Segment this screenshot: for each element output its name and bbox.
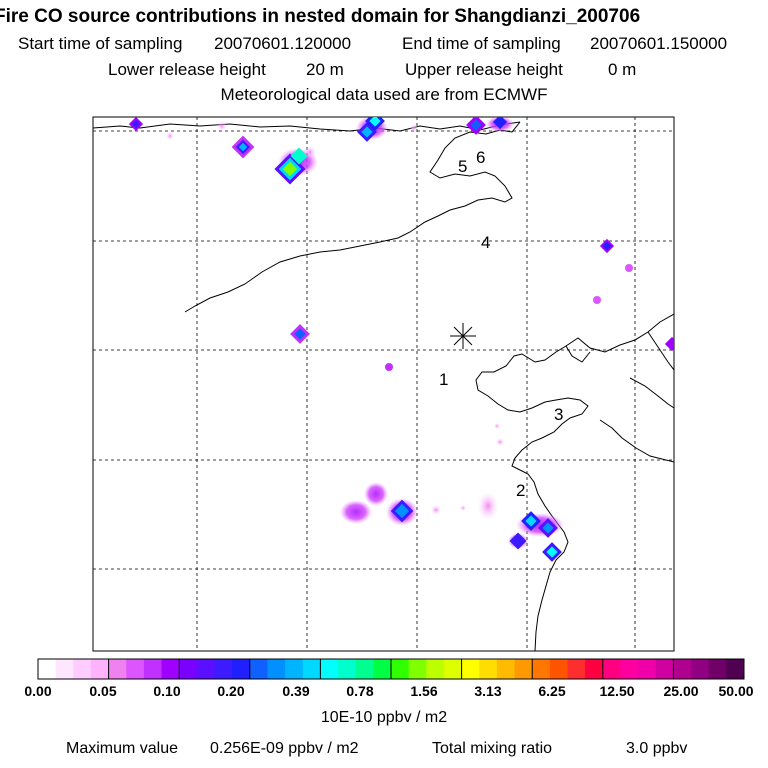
legend-tick: 0.10 <box>153 683 181 699</box>
start-time-label: Start time of sampling <box>18 34 183 53</box>
legend-swatch <box>249 659 268 679</box>
legend-swatch <box>549 659 568 679</box>
end-time-value: 20070601.150000 <box>590 34 728 53</box>
legend-tick: 25.00 <box>663 683 699 699</box>
legend-swatch <box>90 659 109 679</box>
lower-release-value: 20 m <box>306 60 344 79</box>
legend-swatch <box>126 659 145 679</box>
start-time-value: 20070601.120000 <box>214 34 352 53</box>
max-value-label: Maximum value <box>66 740 179 757</box>
legend-tick: 6.25 <box>538 683 566 699</box>
legend-swatch <box>461 659 480 679</box>
legend-swatch <box>391 659 410 679</box>
lat-lon-grid <box>93 117 674 651</box>
legend-swatch <box>708 659 727 679</box>
legend-swatch <box>691 659 710 679</box>
site-label-3: 3 <box>554 405 563 424</box>
upper-release-value: 0 m <box>608 60 637 79</box>
legend-unit: 10E-10 ppbv / m2 <box>320 709 448 726</box>
legend-swatch <box>514 659 533 679</box>
legend-tick: 0.39 <box>282 683 310 699</box>
end-time-label: End time of sampling <box>402 34 561 53</box>
legend-tick: 12.50 <box>599 683 635 699</box>
site-label-4: 4 <box>481 233 490 252</box>
legend-swatch <box>638 659 657 679</box>
legend-swatch <box>602 659 621 679</box>
legend-swatch <box>73 659 92 679</box>
legend-tick: 1.56 <box>410 683 438 699</box>
legend-swatch <box>302 659 321 679</box>
legend-swatch <box>267 659 286 679</box>
legend-swatch <box>196 659 215 679</box>
met-data-note: Meteorological data used are from ECMWF <box>220 85 548 104</box>
legend-swatch <box>55 659 74 679</box>
legend-swatch <box>426 659 445 679</box>
map-title: Fire CO source contributions in nested d… <box>0 6 641 27</box>
legend-swatch <box>38 659 57 679</box>
legend-swatch <box>726 659 745 679</box>
coastlines-borders <box>93 121 674 651</box>
legend-tick: 50.00 <box>718 683 754 699</box>
legend-swatch <box>532 659 551 679</box>
legend-swatch <box>161 659 180 679</box>
legend-swatch <box>373 659 392 679</box>
legend-swatch <box>479 659 498 679</box>
legend-swatch <box>143 659 162 679</box>
legend-swatch <box>232 659 251 679</box>
legend-tick: 3.13 <box>474 683 502 699</box>
total-mixing-value: 3.0 ppbv <box>626 740 688 757</box>
map-frame <box>92 116 675 652</box>
legend-swatch <box>355 659 374 679</box>
legend-swatch <box>320 659 339 679</box>
upper-release-label: Upper release height <box>405 60 563 79</box>
legend-swatch <box>408 659 427 679</box>
legend-swatch <box>496 659 515 679</box>
site-label-5: 5 <box>458 157 467 176</box>
legend-tick: 0.05 <box>89 683 117 699</box>
site-label-6: 6 <box>476 148 485 167</box>
legend-swatch <box>179 659 198 679</box>
legend-swatch <box>567 659 586 679</box>
legend-swatch <box>214 659 233 679</box>
lower-release-label: Lower release height <box>108 60 266 79</box>
max-value: 0.256E-09 ppbv / m2 <box>210 740 359 757</box>
legend-swatch <box>585 659 604 679</box>
receptor-asterisk-icon <box>450 323 476 349</box>
legend-swatch <box>108 659 127 679</box>
legend-swatch <box>285 659 304 679</box>
total-mixing-label: Total mixing ratio <box>432 740 553 757</box>
legend-swatch <box>655 659 674 679</box>
legend-swatch <box>443 659 462 679</box>
color-legend-bar <box>37 658 745 680</box>
legend-swatch <box>620 659 639 679</box>
legend-swatch <box>338 659 357 679</box>
site-label-1: 1 <box>439 370 448 389</box>
site-label-2: 2 <box>516 481 525 500</box>
legend-tick: 0.20 <box>217 683 245 699</box>
legend-tick: 0.00 <box>24 683 52 699</box>
legend-swatch <box>673 659 692 679</box>
legend-tick: 0.78 <box>346 683 374 699</box>
